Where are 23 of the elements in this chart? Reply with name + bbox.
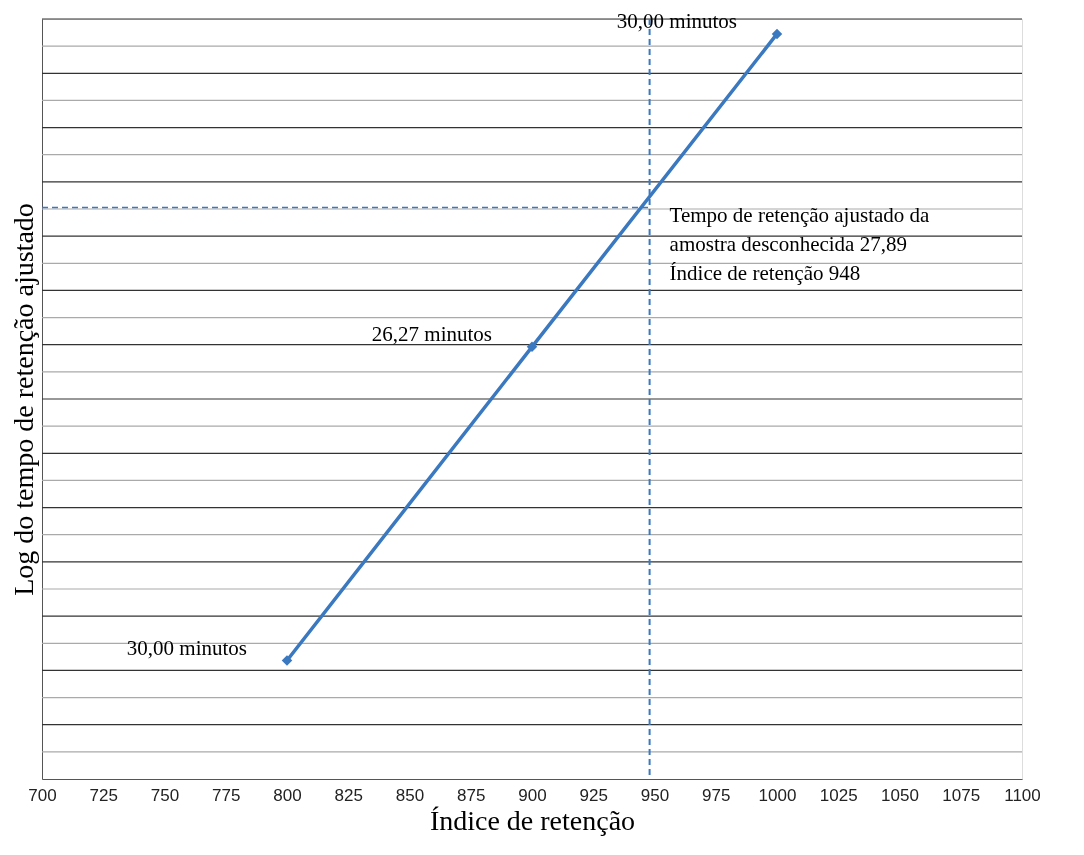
annotation: 26,27 minutos (371, 321, 492, 346)
y-axis-title: Log do tempo de retenção ajustado (7, 203, 39, 596)
annotation: Tempo de retenção ajustado da amostra desconhecida 27,89 Índice de retenção 948 (669, 202, 931, 285)
x-axis-title: Índice de retenção (429, 804, 636, 836)
x-tick-label: 800 (273, 785, 302, 805)
x-tick-label: 1050 (881, 785, 919, 805)
x-tick-label: 1075 (942, 785, 981, 805)
x-tick-label: 1100 (1004, 785, 1041, 805)
annotation: 30,00 minutos (616, 8, 737, 33)
x-tick-label: 825 (334, 785, 363, 805)
x-tick-label: 925 (579, 785, 608, 805)
x-tick-label: 875 (457, 785, 486, 805)
x-tick-label: 725 (89, 785, 118, 805)
annotation: 30,00 minutos (126, 635, 247, 660)
x-tick-label: 975 (702, 785, 731, 805)
x-tick-label: 950 (640, 785, 670, 805)
x-tick-label: 1000 (758, 785, 797, 805)
x-tick-label: 750 (150, 785, 180, 805)
x-tick-label: 1025 (819, 785, 858, 805)
x-tick-label: 775 (212, 785, 241, 805)
x-tick-label: 700 (28, 785, 57, 805)
x-tick-label: 850 (395, 785, 425, 805)
x-tick-label: 900 (518, 785, 547, 805)
